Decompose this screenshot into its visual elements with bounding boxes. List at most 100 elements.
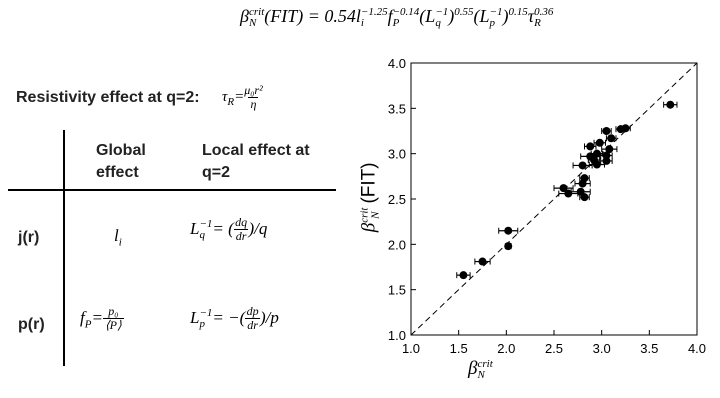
math-part: (L −1 p xyxy=(474,6,503,29)
math-part: P xyxy=(392,16,400,29)
math-part: dq dr xyxy=(233,215,249,244)
table-header: Local effect at q=2 xyxy=(202,142,310,181)
math-part: (L xyxy=(419,6,436,26)
math-part: = xyxy=(234,89,244,106)
x-tick-label: 3.5 xyxy=(640,341,658,356)
math-part: 0.55 xyxy=(454,6,474,18)
cell: L −1 q = (dq dr)/q xyxy=(190,215,267,244)
math-part: 0.36 xyxy=(534,5,554,18)
math-part: )/p xyxy=(259,307,279,327)
y-tick-label: 4.0 xyxy=(388,56,406,71)
math-part: fP xyxy=(80,308,91,330)
math-part: crit N xyxy=(477,357,493,381)
math-part: −1 p xyxy=(489,5,503,29)
math-part: L xyxy=(190,218,200,238)
point xyxy=(592,160,601,169)
math-part: crit xyxy=(248,5,265,18)
math-part: P xyxy=(84,317,92,330)
math-part: β crit N xyxy=(468,358,493,381)
math-part: ⟨P⟩ xyxy=(102,318,124,333)
math-part: −1 q xyxy=(199,217,213,241)
math-part: −1 q xyxy=(435,6,448,29)
math-part: )/q xyxy=(248,219,267,239)
math-part: dr xyxy=(233,229,249,244)
math-part: N xyxy=(477,368,485,381)
math-part: dq dr xyxy=(233,215,249,244)
x-tick-label: 1.0 xyxy=(402,341,420,356)
heading: Resistivity effect at q=2: xyxy=(16,89,200,106)
math-part: L −1 q xyxy=(190,217,213,241)
math-part: crit xyxy=(477,357,493,370)
x-tick-label: 4.0 xyxy=(688,341,706,356)
point xyxy=(621,124,630,133)
cell: fP = p₀ ⟨P⟩ xyxy=(80,304,124,333)
x-tick-label: 3.0 xyxy=(593,341,611,356)
math-part: i xyxy=(360,16,364,29)
math-part: η xyxy=(248,97,259,112)
math-part: = −( xyxy=(212,307,246,327)
math-part: f −0.14 P xyxy=(388,6,420,29)
point xyxy=(595,138,604,147)
math-part: ) xyxy=(448,6,455,26)
math-part: τ 0.36 R xyxy=(528,6,554,29)
y-tick-label: 1.5 xyxy=(388,283,406,298)
math-part: τ xyxy=(222,89,228,106)
math-part: −0.14 P xyxy=(392,6,420,29)
table-hline xyxy=(8,189,336,191)
math-part: (FIT) = 0.54 xyxy=(264,6,356,27)
point xyxy=(459,271,468,280)
math-part: β crit N xyxy=(240,6,264,29)
reference-line xyxy=(410,62,698,336)
math-part: −1 xyxy=(199,306,213,319)
table-header: Global effect xyxy=(96,142,146,181)
math-part: p₀ ⟨P⟩ xyxy=(102,304,124,333)
math-part: −1 xyxy=(199,217,213,230)
math-part: L xyxy=(190,307,200,327)
math-part: μ₀r² η xyxy=(244,83,263,112)
math-part: −1 xyxy=(489,5,503,18)
point xyxy=(586,142,595,151)
point xyxy=(580,193,589,202)
y-tick-label: 3.0 xyxy=(388,147,406,162)
math-part: = xyxy=(91,308,102,328)
math-part: )/p xyxy=(260,308,279,328)
math-part: i xyxy=(118,236,122,249)
formula: β crit N (FIT) = 0.54 l −1.25 i f −0.14 P (L −1 q)0… xyxy=(240,6,553,29)
point xyxy=(605,145,614,154)
point xyxy=(478,257,487,266)
math-part: ) xyxy=(502,6,509,26)
math-part: μ₀r² xyxy=(244,83,263,97)
math-part: = xyxy=(91,307,103,327)
y-tick-label: 3.5 xyxy=(388,101,406,116)
math-part: l −1.25 i xyxy=(356,6,388,29)
math-part: τR xyxy=(222,89,234,108)
y-tick-label: 2.5 xyxy=(388,192,406,207)
point xyxy=(504,242,513,251)
math-part: dq xyxy=(235,215,248,229)
math-part: l xyxy=(114,226,119,245)
point xyxy=(504,226,513,235)
x-tick-label: 1.5 xyxy=(450,341,468,356)
math-part: )0.55 xyxy=(448,6,473,27)
point xyxy=(559,184,568,193)
point xyxy=(666,100,675,109)
math-part: dp xyxy=(246,304,259,318)
math-part: L −1 p xyxy=(190,306,213,330)
math-part: dr xyxy=(245,318,260,333)
math-part: )0.15 xyxy=(502,6,527,27)
math-part: = xyxy=(234,89,245,106)
point xyxy=(564,189,573,198)
cell: L −1 p = −(dp dr)/p xyxy=(190,304,279,333)
math-part: β xyxy=(468,358,478,379)
math-part: −1 p xyxy=(199,306,213,330)
point xyxy=(578,161,587,170)
math-part: N xyxy=(248,16,257,29)
math-part: f xyxy=(387,6,393,26)
y-tick-label: 2.0 xyxy=(388,237,406,252)
math-part: l xyxy=(355,6,361,26)
table-vline xyxy=(63,130,65,366)
math-part: )/q xyxy=(248,218,268,238)
math-part: dp dr xyxy=(245,304,260,333)
